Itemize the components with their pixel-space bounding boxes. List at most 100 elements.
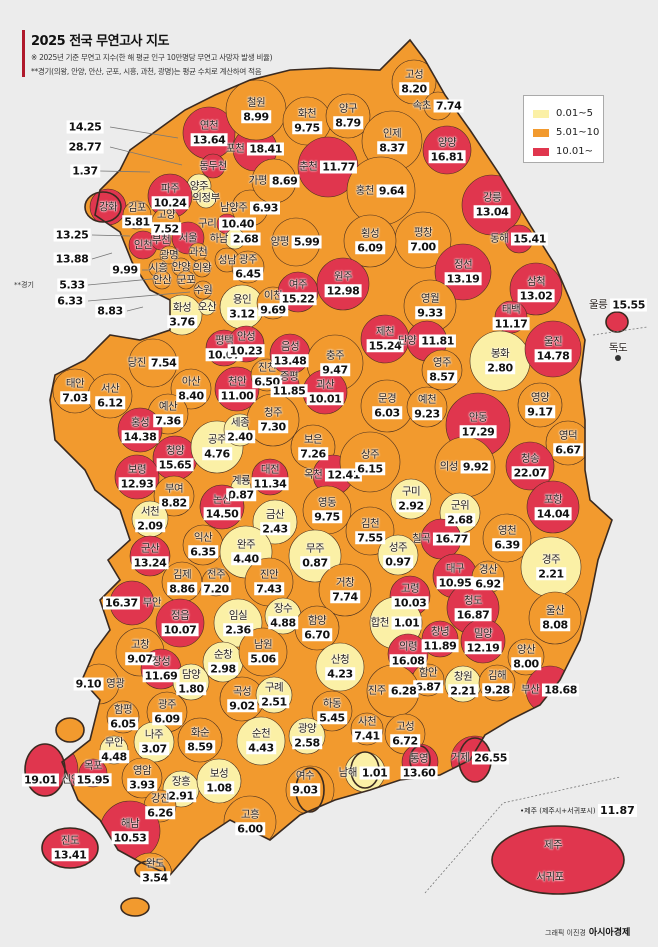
region-label: 울진 14.78 xyxy=(534,336,572,362)
region-label: 사천 7.41 xyxy=(352,716,382,742)
region-value: 6.35 xyxy=(188,544,218,558)
region-label: 태안 7.03 xyxy=(60,378,90,404)
region-value: 5.06 xyxy=(248,651,278,665)
region-label: 성남 xyxy=(218,255,237,266)
region-label: 논산 14.50 xyxy=(203,494,241,520)
region-value: 9.17 xyxy=(525,404,555,418)
region-value: 9.75 xyxy=(312,509,342,523)
region-value: 19.01 xyxy=(21,773,59,787)
region-value: 2.43 xyxy=(260,521,290,535)
region-label: 춘천 11.77 xyxy=(299,160,358,174)
region-name: 영광 xyxy=(106,677,125,690)
region-name: 파주 xyxy=(160,182,180,195)
region-value: 11.89 xyxy=(421,638,459,652)
region-value: 9.23 xyxy=(412,406,442,420)
legend-label: 10.01~ xyxy=(556,146,594,157)
region-name: 여주 xyxy=(288,278,308,291)
region-label: 산청 4.23 xyxy=(325,654,355,680)
region-value: 8.69 xyxy=(269,174,300,188)
legend-swatch xyxy=(533,147,549,156)
region-value: 9.03 xyxy=(290,782,320,796)
region-name: 홍성 xyxy=(130,416,150,429)
map-header: 2025 전국 무연고사 지도 ※ 2025년 기준 무연고 지수(한 해 평균… xyxy=(22,30,273,77)
region-label: 밀양 12.19 xyxy=(464,628,502,654)
region-value: 3.93 xyxy=(127,777,157,791)
region-label: 광양 2.58 xyxy=(292,723,322,749)
region-label: 평창 7.00 xyxy=(408,227,438,253)
region-label: 창원 2.21 xyxy=(448,671,478,697)
region-name: 안동 xyxy=(468,411,488,424)
region-value: 8.37 xyxy=(377,140,407,154)
region-value: 13.60 xyxy=(400,765,438,779)
region-value: 14.04 xyxy=(534,506,572,520)
region-name: 순창 xyxy=(213,648,233,661)
region-value: 12.41 xyxy=(325,468,363,482)
region-value: 15.41 xyxy=(511,232,549,246)
region-value: 4.48 xyxy=(99,749,129,763)
region-value: 9.69 xyxy=(258,302,288,316)
region-label: 16.37 부안 xyxy=(102,596,162,610)
region-value: 3.12 xyxy=(227,306,257,320)
region-value: 1.80 xyxy=(176,681,206,695)
region-value: 2.09 xyxy=(135,518,165,532)
region-value: 15.95 xyxy=(74,772,112,786)
region-label: 파주 10.24 xyxy=(151,182,189,209)
region-label: 보은 7.26 xyxy=(298,434,328,460)
region-value: 1.01 xyxy=(359,766,390,780)
region-value: 3.54 xyxy=(140,870,170,884)
region-name: 안성 xyxy=(236,330,256,343)
jeju-value: 11.87 xyxy=(598,804,637,817)
region-name: 태안 xyxy=(65,377,85,390)
region-name: 시흥 xyxy=(148,261,168,274)
region-value: 2.36 xyxy=(223,622,253,636)
region-label: 성주 0.97 xyxy=(383,542,413,568)
region-value: 13.64 xyxy=(190,132,228,146)
region-label: 횡성 6.09 xyxy=(355,228,385,254)
region-value: 9.07 xyxy=(125,651,155,665)
region-label: 인제 8.37 xyxy=(377,128,407,154)
region-value: 16.37 xyxy=(102,596,140,610)
region-label: 김천 7.55 xyxy=(355,518,385,544)
region-name: 수원 xyxy=(193,283,213,296)
region-name: 동두천 xyxy=(199,159,227,172)
region-name: 김제 xyxy=(172,568,192,581)
region-value: 12.19 xyxy=(464,640,502,654)
region-name: 양구 xyxy=(338,102,358,115)
region-name: 구례 xyxy=(264,681,284,694)
region-value: 2.91 xyxy=(166,788,196,802)
region-value: 9.10 xyxy=(73,677,104,691)
region-name: 홍천 xyxy=(355,184,375,197)
region-value: 1.08 xyxy=(204,780,234,794)
region-label: 강화 xyxy=(99,202,118,213)
region-name: 영주 xyxy=(432,356,452,369)
region-label: 고성 8.20 xyxy=(399,69,429,95)
region-name: 군포 xyxy=(176,273,196,286)
callout-line xyxy=(91,252,113,260)
region-name: 예산 xyxy=(158,400,178,413)
region-value: 16.81 xyxy=(428,149,466,163)
region-name: 평창 xyxy=(413,226,433,239)
region-label: 의정부 xyxy=(192,193,220,204)
region-name: 임실 xyxy=(228,609,248,622)
region-value: 10.03 xyxy=(391,595,429,609)
region-label: 연천 13.64 xyxy=(190,120,228,146)
region-name: 정선 xyxy=(453,258,473,271)
region-label: 부천 xyxy=(152,235,171,246)
region-label: 부여 8.82 xyxy=(159,483,189,509)
region-name: 광주 xyxy=(238,253,258,266)
region-name: 강릉 xyxy=(482,191,502,204)
region-label: 영덕 6.67 xyxy=(553,430,583,456)
region-label: 화순 8.59 xyxy=(185,727,215,753)
callout-line xyxy=(126,306,144,312)
region-name: 횡성 xyxy=(360,227,380,240)
region-name: 합천 xyxy=(370,616,390,629)
region-label: 용인 3.12 xyxy=(227,294,257,320)
region-label: 진도 13.41 xyxy=(51,835,89,861)
region-name: 영덕 xyxy=(558,429,578,442)
region-value: 7.36 xyxy=(153,413,183,427)
region-name: 울산 xyxy=(545,604,565,617)
region-label: 안산 xyxy=(153,275,172,286)
region-label: 포천 18.41 xyxy=(226,142,285,156)
region-label: 영동 9.75 xyxy=(312,497,342,523)
region-value: 7.03 xyxy=(60,390,90,404)
